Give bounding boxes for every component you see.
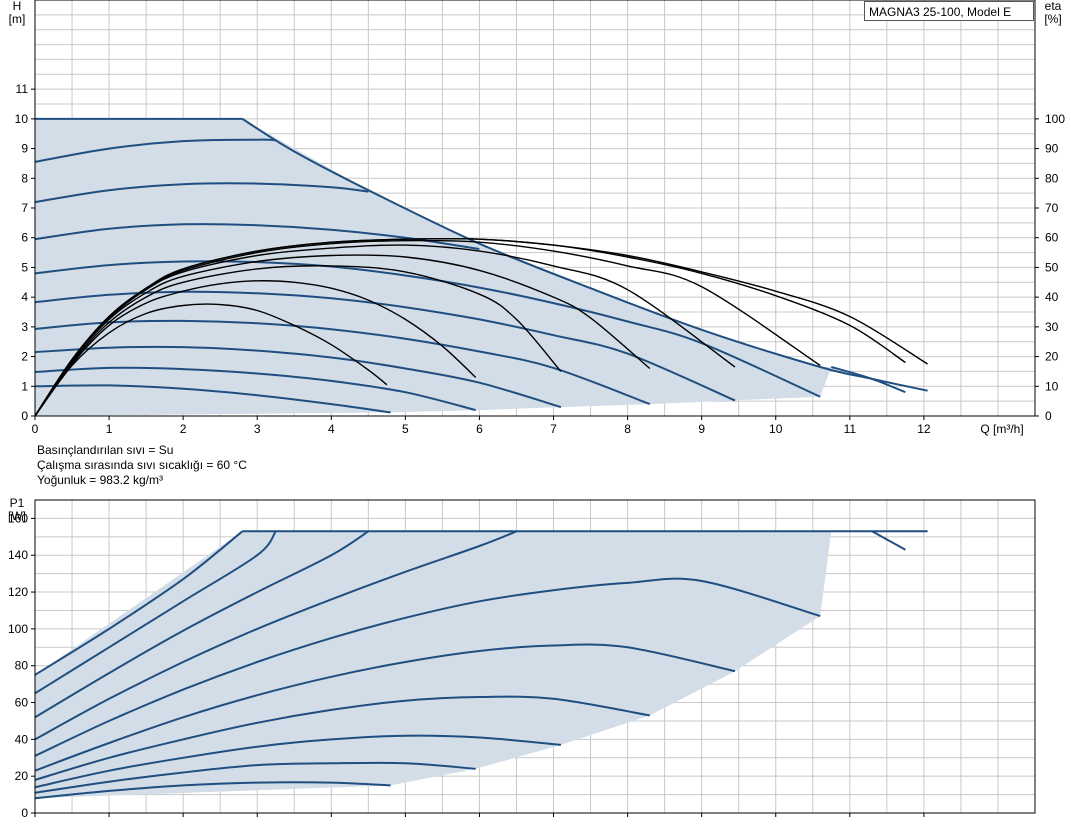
x-tick-label: 6: [476, 422, 483, 436]
power-curve: [34, 577, 821, 757]
plot-frame-bottom: [34, 499, 1036, 814]
head-curve: [34, 319, 651, 406]
density-note: Yoğunluk = 983.2 kg/m³: [37, 473, 163, 487]
y-tick-label: 2: [21, 350, 28, 364]
power-curve: [34, 695, 650, 781]
power-curve: [871, 530, 906, 551]
efficiency-curve: [34, 237, 928, 417]
x-tick-label: 11: [844, 422, 857, 436]
power-tick-label: 20: [15, 769, 29, 783]
eta-tick-label: 0: [1045, 409, 1052, 423]
eta-tick-label: 70: [1045, 201, 1059, 215]
y-tick-label: 11: [16, 82, 29, 96]
power-curve: [34, 530, 277, 695]
eta-tick-label: 10: [1045, 379, 1059, 393]
y-tick-label: 3: [21, 320, 28, 334]
head-curve: [241, 118, 928, 392]
operating-area-top: [35, 118, 832, 417]
eta-axis-label: eta [%]: [1044, 0, 1061, 26]
y-tick-label: 4: [21, 290, 28, 304]
power-curve: [34, 530, 244, 676]
power-curve: [34, 781, 391, 800]
eta-tick-label: 60: [1045, 231, 1059, 245]
y-tick-label: 1: [21, 379, 28, 393]
head-efficiency-plot: 0 1 2 3 4 5 6 7 8 9 10 11 12012345678910110102030405…: [9, 0, 1065, 436]
efficiency-curve: [34, 244, 736, 417]
eta-tick-label: 100: [1045, 112, 1065, 126]
x-tick-label: 7: [550, 422, 557, 436]
head-curve: [34, 223, 480, 250]
power-tick-label: 40: [15, 732, 29, 746]
x-tick-label: 9: [698, 422, 705, 436]
efficiency-curve: [34, 303, 388, 417]
power-tick-label: 140: [8, 548, 28, 562]
efficiency-curve: [34, 280, 477, 417]
head-axis-label: H [m]: [9, 0, 26, 26]
operating-area-bottom: [35, 531, 832, 799]
power-curve: [34, 530, 369, 719]
model-label: MAGNA3 25-100, Model E: [864, 1, 1034, 21]
eta-tick-label: 90: [1045, 142, 1059, 156]
head-curve: [34, 366, 476, 412]
power-curve: [34, 530, 517, 741]
x-tick-label: 0: [32, 422, 39, 436]
power-tick-label: 160: [8, 511, 28, 525]
power-tick-label: 60: [15, 696, 29, 710]
x-tick-label: 5: [402, 422, 409, 436]
x-tick-label: 2: [180, 422, 187, 436]
y-tick-label: 0: [21, 409, 28, 423]
y-tick-label: 7: [21, 201, 28, 215]
eta-tick-label: 20: [1045, 350, 1059, 364]
x-tick-label: 12: [917, 422, 931, 436]
head-curve: [34, 182, 369, 204]
head-curve: [831, 366, 906, 394]
x-tick-label: 3: [254, 422, 261, 436]
x-tick-label: 1: [106, 422, 113, 436]
y-tick-label: 8: [21, 171, 28, 185]
efficiency-curve: [34, 254, 651, 417]
power-curve: [34, 734, 561, 789]
efficiency-curve: [34, 265, 562, 417]
power-tick-label: 0: [21, 806, 28, 820]
temperature-note: Çalışma sırasında sıvı sıcaklığı = 60 °C: [37, 458, 247, 472]
flow-axis-label: Q [m³/h]: [980, 422, 1023, 436]
eta-tick-label: 80: [1045, 171, 1059, 185]
x-tick-label: 4: [328, 422, 335, 436]
head-curve: [34, 260, 821, 398]
eta-tick-label: 30: [1045, 320, 1059, 334]
x-tick-label: 8: [624, 422, 631, 436]
power-curve: [34, 643, 736, 772]
y-tick-label: 5: [21, 260, 28, 274]
eta-tick-label: 40: [1045, 290, 1059, 304]
y-tick-label: 6: [21, 231, 28, 245]
head-curve: [34, 384, 391, 414]
head-curve: [34, 345, 562, 409]
power-axis-label: P1 [W]: [8, 496, 26, 523]
power-tick-label: 80: [15, 659, 29, 673]
y-tick-label: 10: [15, 112, 29, 126]
y-tick-label: 9: [21, 142, 28, 156]
power-tick-label: 120: [8, 585, 28, 599]
liquid-note: Basınçlandırılan sıvı = Su: [37, 443, 174, 457]
eta-tick-label: 50: [1045, 260, 1059, 274]
head-curve: [34, 138, 276, 163]
power-tick-label: 100: [8, 622, 28, 636]
power-curve: [34, 761, 476, 794]
x-tick-label: 10: [769, 422, 783, 436]
